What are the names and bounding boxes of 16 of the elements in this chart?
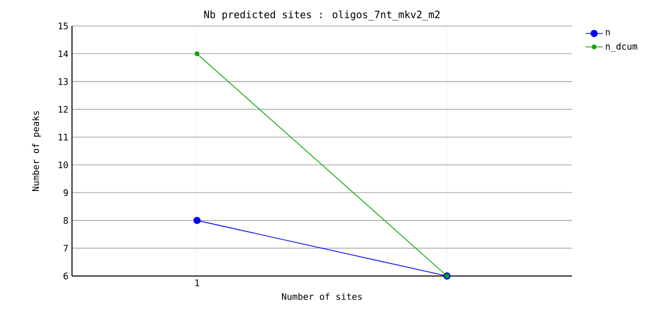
y-tick-label: 8 — [64, 217, 68, 224]
y-tick-label: 12 — [58, 106, 68, 113]
x-axis-title: Number of sites — [282, 292, 362, 300]
y-tick-label: 15 — [58, 22, 68, 30]
legend-label: n — [606, 30, 610, 36]
y-axis-title: Number of peaks — [32, 111, 41, 192]
y-tick-label: 14 — [58, 50, 68, 58]
y-tick-label: 11 — [58, 134, 68, 140]
y-tick-label: 6 — [64, 272, 68, 280]
y-tick-label: 9 — [64, 189, 68, 196]
x-tick-label: 1 — [195, 280, 200, 286]
y-tick-label: 13 — [58, 78, 68, 85]
legend-label: n_dcum — [606, 42, 638, 52]
y-tick-label: 10 — [58, 161, 68, 168]
y-tick-label: 7 — [64, 244, 68, 252]
chart-title: Nb predicted sites : oligos_7nt_mkv2_m2 — [204, 10, 440, 20]
